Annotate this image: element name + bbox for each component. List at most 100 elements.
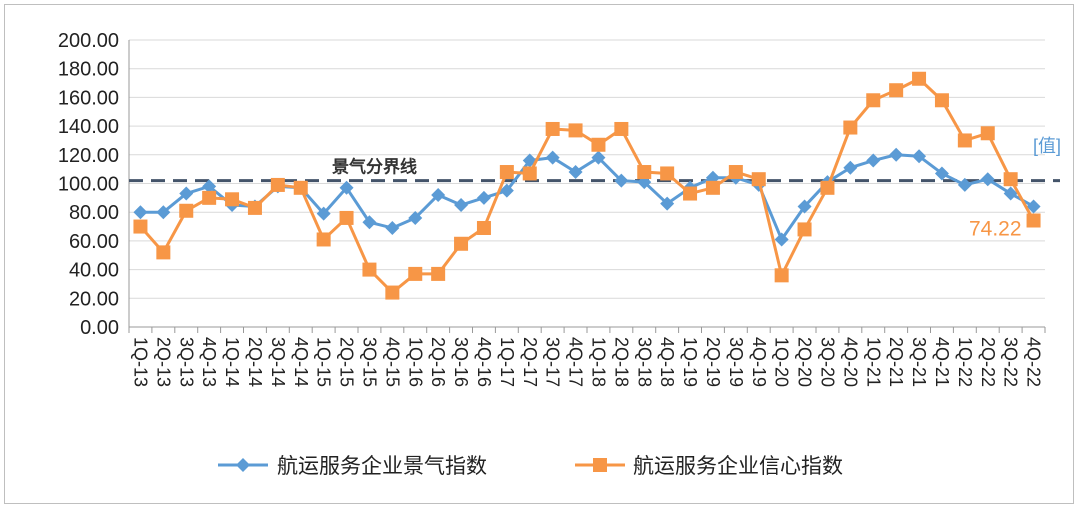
data-point	[889, 147, 904, 162]
data-point	[660, 166, 675, 181]
y-tick-label: 60.00	[69, 231, 119, 253]
data-point	[683, 186, 698, 201]
series-line	[139, 77, 1035, 295]
data-point	[179, 186, 194, 201]
data-point	[866, 153, 881, 168]
data-point	[545, 150, 560, 165]
data-point	[774, 268, 789, 283]
data-point	[866, 93, 881, 108]
y-tick-label: 0.00	[80, 317, 119, 339]
data-point	[431, 187, 446, 202]
line-chart: 0.00 20.00 40.00 60.00 80.00 100.00 120.00 140.…	[58, 30, 1061, 478]
data-point	[1003, 172, 1018, 187]
data-point	[499, 183, 514, 198]
data-point	[316, 206, 331, 221]
data-point	[728, 165, 743, 180]
x-tick-label: 4Q-21	[932, 337, 952, 387]
x-tick-label: 2Q-13	[153, 337, 173, 387]
x-tick-label: 1Q-20	[772, 337, 792, 387]
data-point	[614, 173, 629, 188]
data-point	[431, 266, 446, 281]
data-point	[957, 133, 972, 148]
y-tick-label: 20.00	[69, 288, 119, 310]
data-point	[156, 205, 171, 220]
data-point	[385, 220, 400, 235]
annotations: 74.22 [值]	[969, 136, 1061, 240]
legend-label-1: 航运服务企业景气指数	[277, 455, 487, 478]
data-point	[339, 180, 354, 195]
data-point	[202, 190, 217, 205]
x-tick-label: 3Q-16	[451, 337, 471, 387]
series-line	[140, 153, 1035, 241]
x-tick-label: 3Q-21	[909, 337, 929, 387]
series-1	[133, 147, 1041, 247]
x-tick-label: 3Q-18	[634, 337, 654, 387]
data-point	[751, 172, 766, 187]
x-tick-label: 4Q-19	[749, 337, 769, 387]
data-point	[980, 126, 995, 141]
x-tick-label: 4Q-20	[840, 337, 860, 387]
x-tick-label: 4Q-18	[657, 337, 677, 387]
data-point	[1003, 186, 1018, 201]
x-tick-label: 2Q-22	[978, 337, 998, 387]
x-tick-label: 1Q-19	[680, 337, 700, 387]
x-tick-label: 3Q-14	[268, 337, 288, 387]
data-point	[568, 165, 583, 180]
data-point	[499, 165, 514, 180]
series-lines	[133, 71, 1041, 300]
x-tick-label: 1Q-13	[130, 337, 150, 387]
x-tick-label: 2Q-14	[245, 337, 265, 387]
data-point	[545, 121, 560, 136]
x-tick-label: 4Q-22	[1024, 337, 1044, 387]
data-point	[225, 192, 240, 207]
x-tick-label: 3Q-20	[817, 337, 837, 387]
data-point	[408, 210, 423, 225]
last-value-label: 74.22	[969, 217, 1022, 240]
data-point	[156, 245, 171, 260]
data-point	[889, 83, 904, 98]
reference-line-label: 景气分界线	[332, 157, 417, 178]
data-point	[820, 180, 835, 195]
y-axis-ticks: 0.00 20.00 40.00 60.00 80.00 100.00 120.00 140.…	[58, 30, 119, 339]
data-point	[591, 150, 606, 165]
x-tick-label: 1Q-21	[863, 337, 883, 387]
data-point	[385, 285, 400, 300]
y-tick-label: 200.00	[58, 30, 119, 52]
x-tick-label: 4Q-17	[566, 337, 586, 387]
x-tick-label: 2Q-19	[703, 337, 723, 387]
y-tick-label: 100.00	[58, 174, 119, 196]
x-axis: 1Q-13 2Q-13 3Q-13 4Q-13 1Q-14 2Q-14 3Q-14 4Q-14…	[128, 327, 1046, 387]
y-tick-label: 160.00	[58, 87, 119, 109]
data-point	[362, 215, 377, 230]
data-point	[1026, 213, 1041, 228]
data-point	[912, 149, 927, 164]
data-point	[843, 120, 858, 135]
legend-marker-1	[236, 458, 250, 472]
data-point	[454, 198, 469, 213]
data-point	[934, 93, 949, 108]
data-point	[614, 121, 629, 136]
data-point	[660, 196, 675, 211]
data-point	[247, 200, 262, 215]
y-tick-label: 180.00	[58, 59, 119, 81]
x-tick-label: 3Q-17	[543, 337, 563, 387]
x-tick-label: 2Q-20	[795, 337, 815, 387]
x-tick-label: 2Q-21	[886, 337, 906, 387]
data-point	[774, 232, 789, 247]
x-tick-label: 1Q-18	[588, 337, 608, 387]
legend-label-2: 航运服务企业信心指数	[633, 455, 843, 478]
data-point	[934, 166, 949, 181]
data-point	[591, 137, 606, 152]
y-tick-label: 40.00	[69, 260, 119, 282]
data-point	[476, 220, 491, 235]
data-point	[202, 179, 217, 194]
data-point	[568, 123, 583, 138]
data-point	[179, 203, 194, 218]
x-tick-label: 3Q-19	[726, 337, 746, 387]
y-tick-label: 140.00	[58, 116, 119, 138]
data-point	[339, 210, 354, 225]
data-point	[705, 180, 720, 195]
x-tick-label: 2Q-17	[520, 337, 540, 387]
data-point	[797, 199, 812, 214]
data-point	[843, 160, 858, 175]
